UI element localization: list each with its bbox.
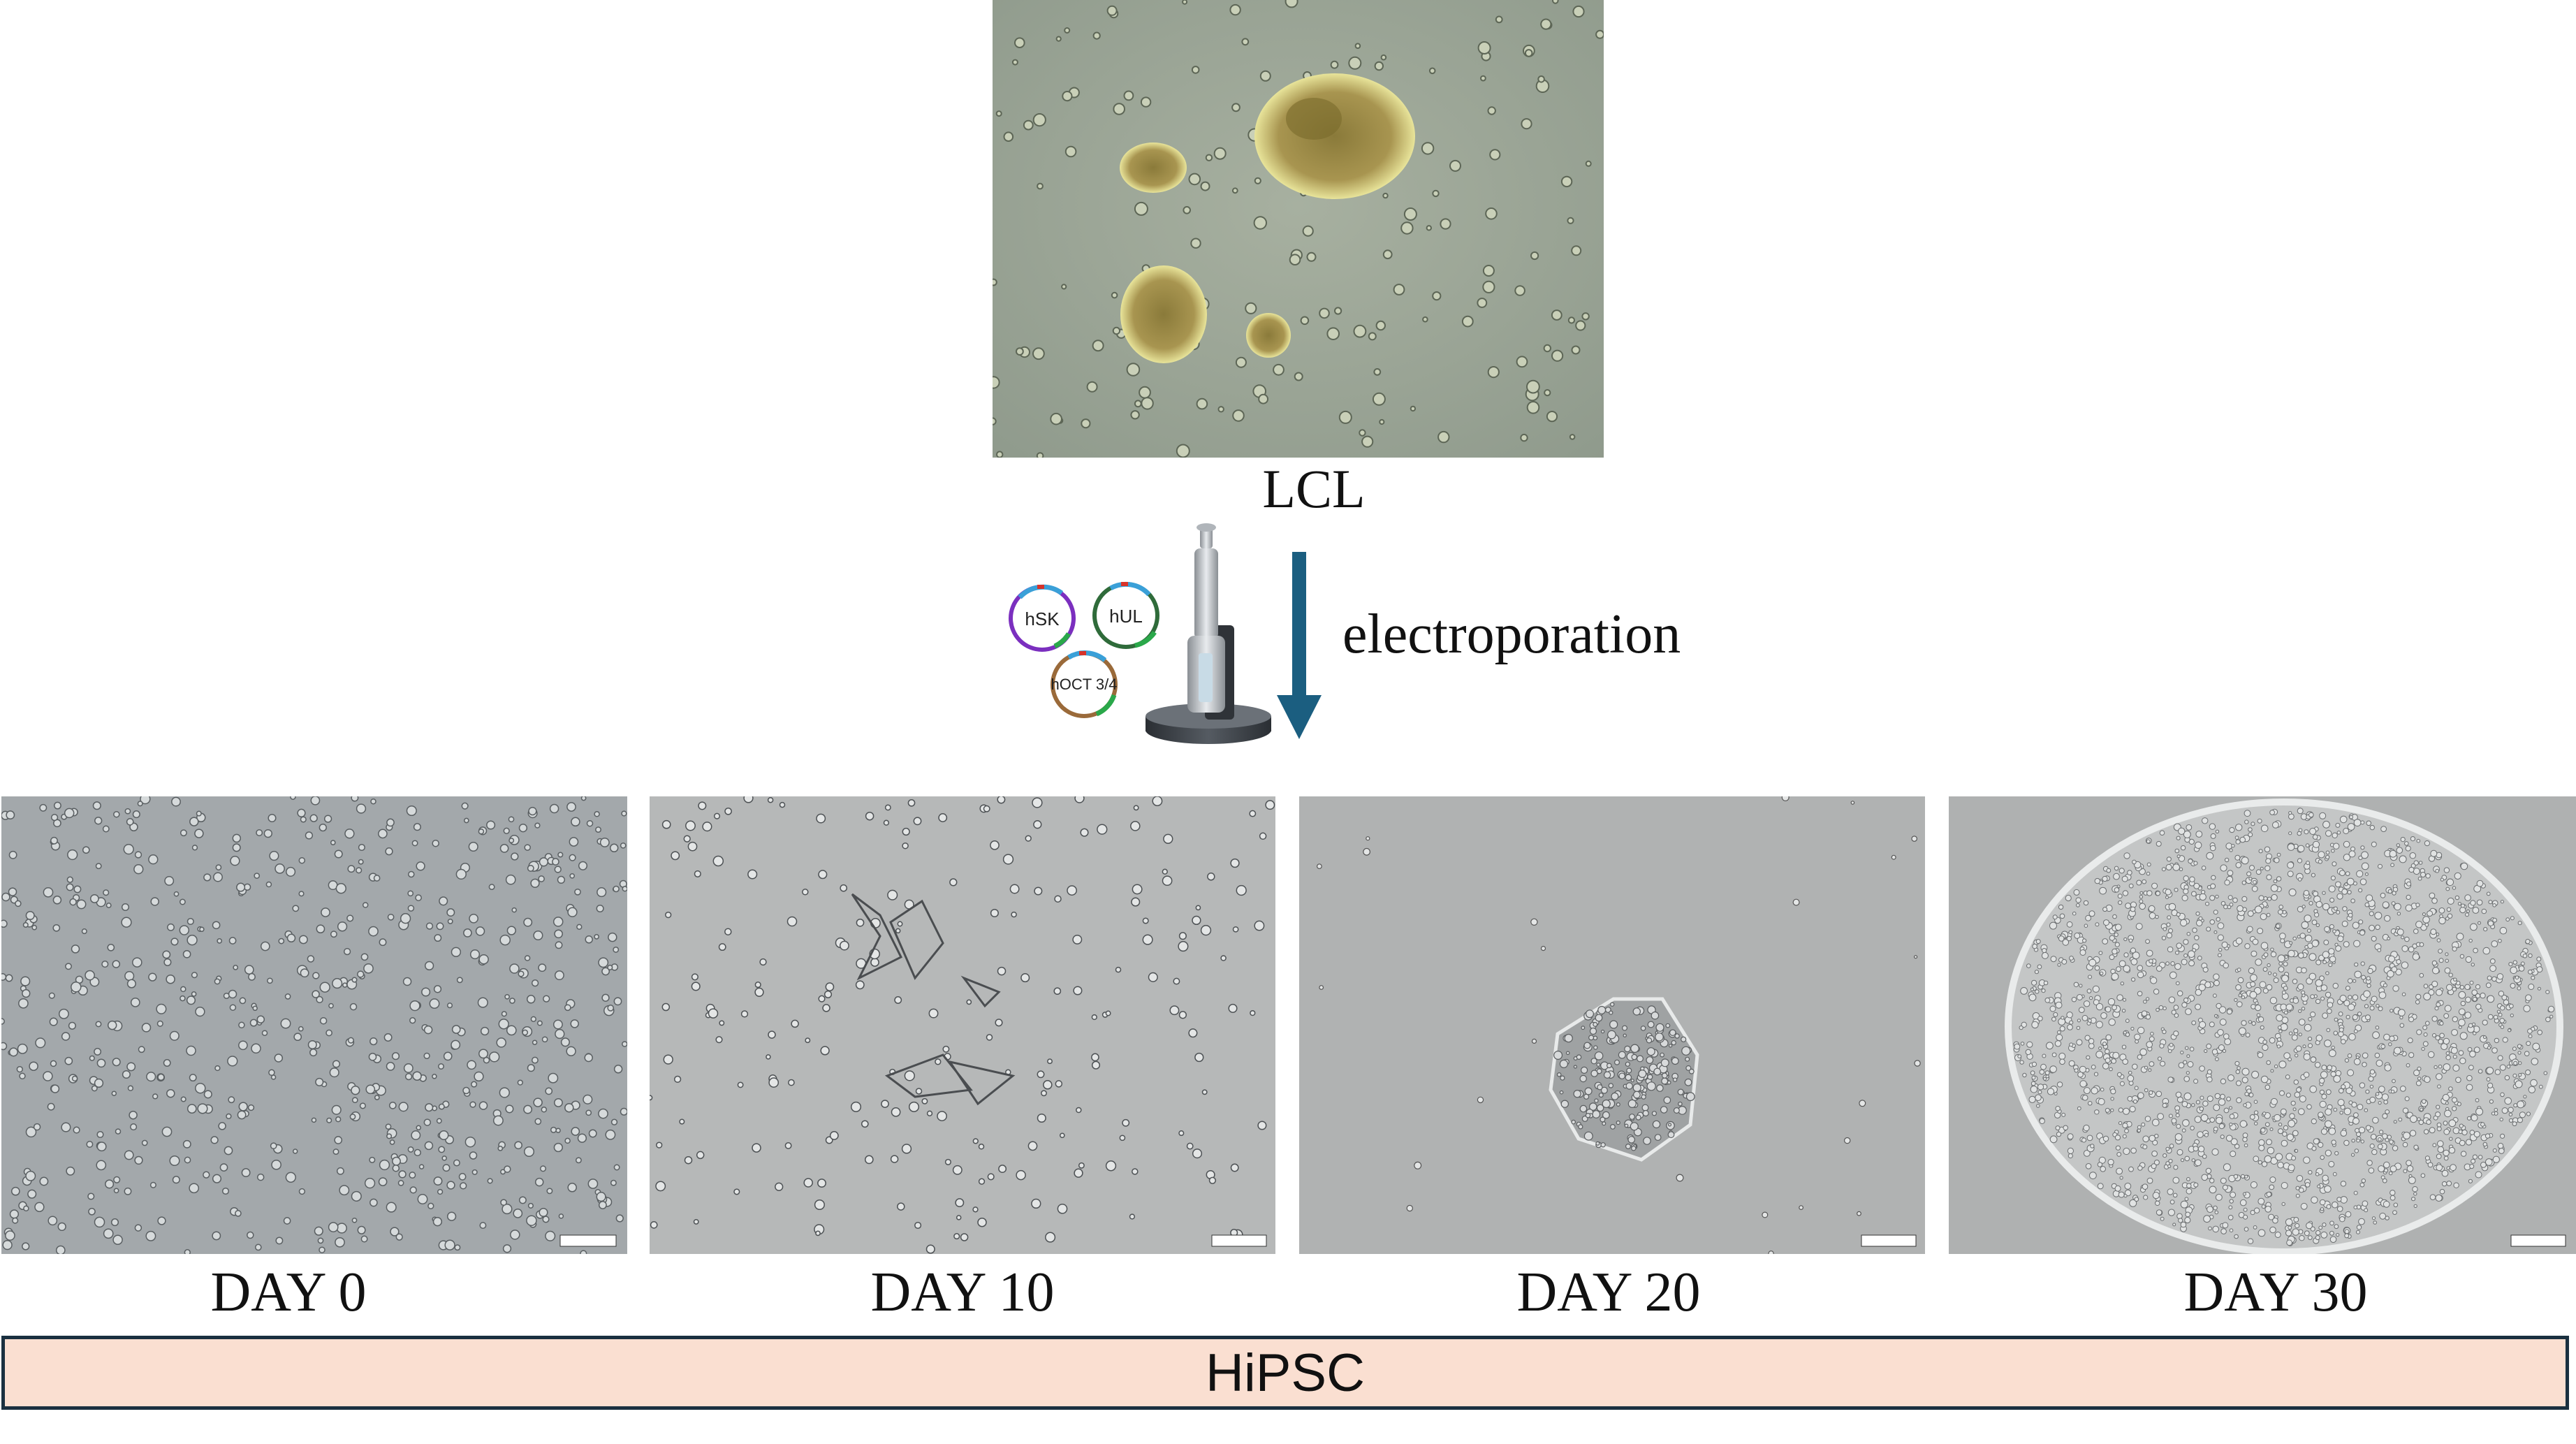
day20-micrograph [1299,796,1925,1254]
plasmid-hoct-icon: hOCT 3/4 [1051,650,1118,718]
lcl-caption: LCL [1262,458,1366,519]
electroporation-label: electroporation [1342,604,1681,665]
day30-micrograph [1949,796,2576,1254]
plasmid-hsk-label: hSK [1025,608,1060,629]
hipsc-banner: HiPSC [1,1336,2569,1410]
hipsc-label: HiPSC [1205,1343,1366,1403]
day0-caption: DAY 0 [210,1262,367,1323]
day10-caption: DAY 10 [870,1262,1055,1323]
day10-micrograph [650,796,1275,1254]
lcl-micrograph-drawing [993,0,1604,458]
plasmid-hsk-icon: hSK [1009,584,1076,652]
arrow-shaft [1292,552,1306,699]
electroporator-icon [1139,520,1278,747]
day20-caption: DAY 20 [1516,1262,1701,1323]
plasmid-hul-icon: hUL [1092,581,1159,649]
plasmid-hoct-label: hOCT 3/4 [1051,676,1118,693]
day0-micrograph [1,796,627,1254]
lcl-micrograph [993,0,1604,458]
process-arrow [1271,552,1327,741]
day30-caption: DAY 30 [2183,1262,2368,1323]
plasmid-hul-label: hUL [1109,606,1143,627]
arrow-head [1277,695,1322,739]
plasmid-icons: hSK hUL hOCT 3/4 [999,569,1180,723]
